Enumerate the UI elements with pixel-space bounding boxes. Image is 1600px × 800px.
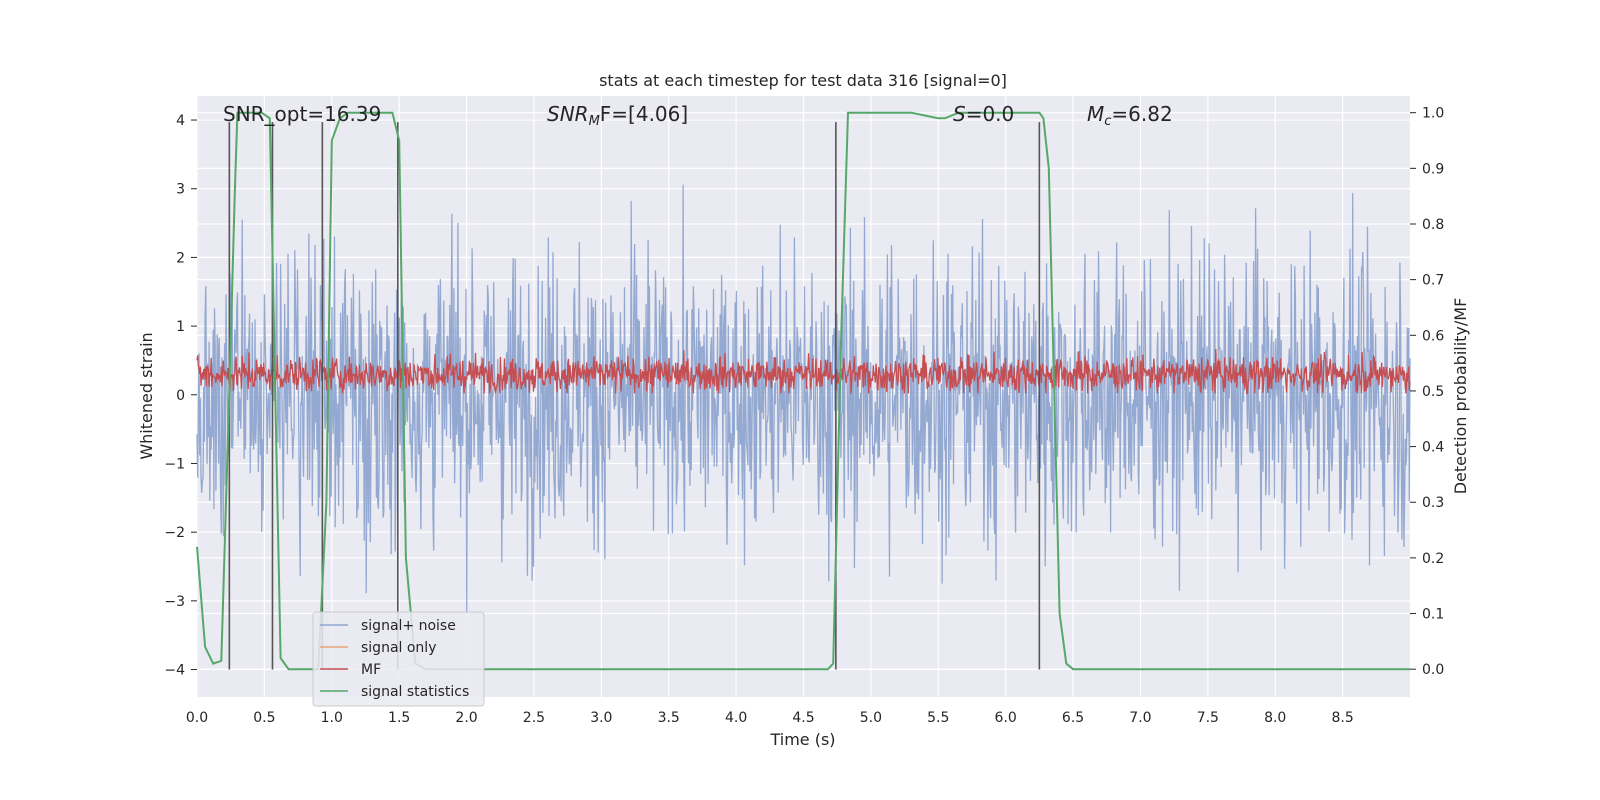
annotation-snr-mf: SNRMF=[4.06] xyxy=(547,102,688,129)
x-tick-label: 0.5 xyxy=(253,710,275,726)
y-tick-label-right: 0.1 xyxy=(1422,607,1444,623)
annotation-mc-value: =6.82 xyxy=(1111,102,1172,126)
y-tick-label-right: 0.3 xyxy=(1422,495,1444,511)
series-signal-noise xyxy=(196,184,1411,613)
legend: signal+ noise signal only MF signal stat… xyxy=(312,611,485,707)
y-tick-label-left: −3 xyxy=(164,594,185,610)
x-tick-label: 1.5 xyxy=(388,710,410,726)
annotation-mc: Mc=6.82 xyxy=(1087,102,1173,129)
x-axis-label: Time (s) xyxy=(769,730,835,749)
annotation-snr-mf-suffix: F=[4.06] xyxy=(600,102,688,126)
x-tick-label: 6.0 xyxy=(995,710,1017,726)
y-tick-label-left: 1 xyxy=(176,319,185,335)
legend-label-mf: MF xyxy=(361,662,381,678)
x-tick-label: 4.5 xyxy=(792,710,814,726)
y-tick-label-right: 1.0 xyxy=(1422,106,1444,122)
x-tick-label: 2.5 xyxy=(523,710,545,726)
annotation-snr-opt: SNR_opt=16.39 xyxy=(223,102,381,126)
y-tick-label-left: −1 xyxy=(164,456,185,472)
y-tick-label-right: 0.5 xyxy=(1422,384,1444,400)
x-tick-label: 4.0 xyxy=(725,710,747,726)
x-tick-label: 2.0 xyxy=(455,710,477,726)
annotation-mc-sub: c xyxy=(1104,114,1111,129)
x-tick-label: 7.0 xyxy=(1129,710,1151,726)
x-tick-label: 8.0 xyxy=(1264,710,1286,726)
signal-noise-line xyxy=(196,184,1411,613)
legend-label-signal-noise: signal+ noise xyxy=(361,618,456,634)
y-tick-label-right: 0.2 xyxy=(1422,551,1444,567)
y-axis-label-left: Whitened strain xyxy=(137,332,156,459)
x-tick-label: 5.5 xyxy=(927,710,949,726)
x-tick-label: 3.0 xyxy=(590,710,612,726)
y-tick-label-left: −2 xyxy=(164,525,185,541)
y-tick-label-right: 0.0 xyxy=(1422,662,1444,678)
y-tick-label-left: 3 xyxy=(176,182,185,198)
mf-line xyxy=(196,348,1411,395)
y-tick-label-right: 0.7 xyxy=(1422,273,1444,289)
legend-box xyxy=(312,611,485,707)
annotation-s-value: =0.0 xyxy=(966,102,1015,126)
legend-label-signal-statistics: signal statistics xyxy=(361,684,469,700)
x-tick-label: 1.0 xyxy=(321,710,343,726)
y-tick-label-left: −4 xyxy=(164,663,185,679)
y-axis-label-right: Detection probability/MF xyxy=(1451,298,1470,495)
y-tick-label-left: 2 xyxy=(176,250,185,266)
x-tick-label: 5.0 xyxy=(860,710,882,726)
y-tick-label-left: 4 xyxy=(176,113,185,129)
x-tick-label: 0.0 xyxy=(186,710,208,726)
x-tick-label: 3.5 xyxy=(658,710,680,726)
annotation-s: S=0.0 xyxy=(953,102,1014,126)
ticks: 0.0 0.5 1.0 1.5 2.0 2.5 3.0 3.5 4.0 4.5 5.0 5.5 6.0 6… xyxy=(164,106,1444,726)
y-tick-label-left: 0 xyxy=(176,388,185,404)
y-tick-label-right: 0.6 xyxy=(1422,328,1444,344)
x-tick-label: 6.5 xyxy=(1062,710,1084,726)
annotation-mc-label: M xyxy=(1087,102,1104,126)
series-mf xyxy=(196,348,1411,395)
annotation-snr-mf-prefix: SNR xyxy=(547,102,589,126)
annotation-snr-mf-sub: M xyxy=(589,114,600,129)
legend-label-signal-only: signal only xyxy=(361,640,436,656)
y-tick-label-right: 0.4 xyxy=(1422,440,1444,456)
y-tick-label-right: 0.8 xyxy=(1422,217,1444,233)
y-tick-label-right: 0.9 xyxy=(1422,161,1444,177)
x-tick-label: 7.5 xyxy=(1197,710,1219,726)
annotation-s-label: S xyxy=(953,102,966,126)
chart-title: stats at each timestep for test data 316… xyxy=(599,71,1007,90)
x-tick-label: 8.5 xyxy=(1331,710,1353,726)
